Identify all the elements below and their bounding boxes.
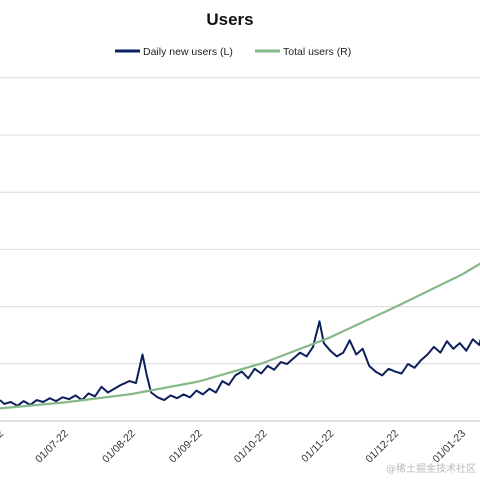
- x-tick-label: 01/07-22: [33, 428, 71, 466]
- watermark-text: @稀土掘金技术社区: [386, 462, 476, 475]
- x-tick-label: 01/09-22: [167, 428, 205, 466]
- x-tick-label: 01/11-22: [299, 428, 336, 465]
- gridlines: [0, 77, 480, 365]
- x-axis-ticks: 01/06-22 01/07-22 01/08-22 01/09-22 01/10-22…: [0, 428, 468, 466]
- x-tick-label: 01/10-22: [232, 428, 270, 466]
- x-tick-label: 01/06-22: [0, 428, 6, 466]
- series-line-daily-new-users: [0, 320, 480, 407]
- legend: Daily new users (L) Total users (R): [115, 46, 351, 58]
- x-tick-label: 01/12-22: [363, 428, 401, 466]
- legend-label-daily-new-users: Daily new users (L): [143, 46, 233, 58]
- series-line-total-users: [0, 262, 480, 410]
- legend-label-total-users: Total users (R): [283, 46, 351, 58]
- chart-title: Users: [206, 10, 253, 29]
- x-tick-label: 01/08-22: [100, 428, 138, 466]
- series-layer: [0, 262, 480, 410]
- x-tick-label: 01/01-23: [430, 428, 468, 466]
